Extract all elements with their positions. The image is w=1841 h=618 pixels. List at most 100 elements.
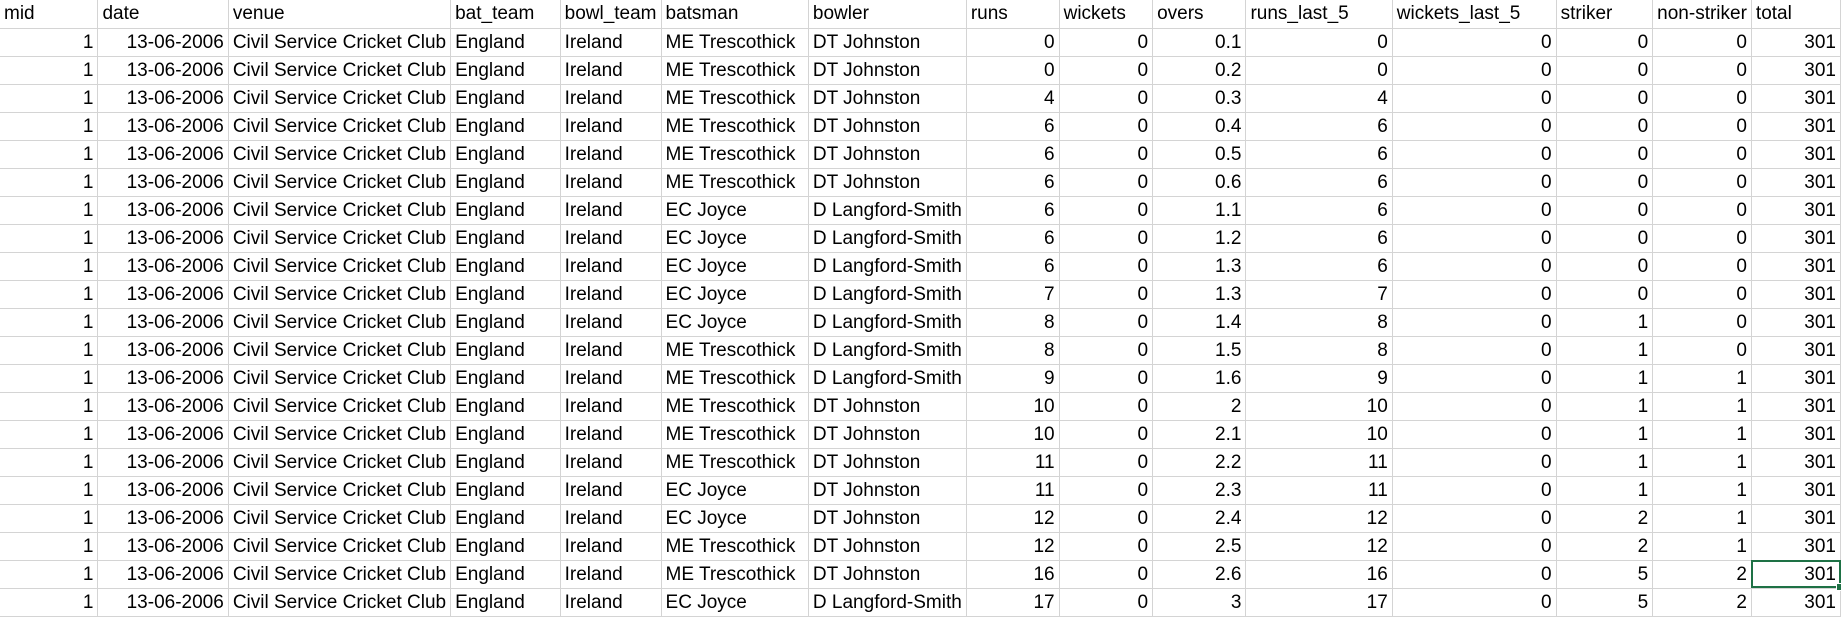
cell-wickets_last_5[interactable]: 0 — [1392, 364, 1557, 393]
cell-runs_last_5[interactable]: 6 — [1245, 112, 1393, 141]
cell-bowl_team[interactable]: Ireland — [560, 28, 662, 57]
cell-runs_last_5[interactable]: 6 — [1245, 168, 1393, 197]
cell-total[interactable]: 301 — [1751, 28, 1841, 57]
cell-batsman[interactable]: EC Joyce — [661, 308, 809, 337]
cell-bowler[interactable]: D Langford-Smith — [808, 196, 967, 225]
cell-total[interactable]: 301 — [1751, 308, 1841, 337]
cell-bat_team[interactable]: England — [450, 308, 561, 337]
header-cell-bat_team[interactable]: bat_team — [450, 0, 561, 29]
cell-wickets[interactable]: 0 — [1059, 532, 1154, 561]
cell-mid[interactable]: 1 — [0, 560, 99, 589]
cell-batsman[interactable]: ME Trescothick — [661, 420, 809, 449]
cell-batsman[interactable]: EC Joyce — [661, 476, 809, 505]
cell-overs[interactable]: 0.4 — [1152, 112, 1247, 141]
cell-non-striker[interactable]: 1 — [1652, 364, 1752, 393]
cell-total[interactable]: 301 — [1751, 476, 1841, 505]
cell-runs_last_5[interactable]: 0 — [1245, 56, 1393, 85]
cell-non-striker[interactable]: 0 — [1652, 308, 1752, 337]
cell-non-striker[interactable]: 0 — [1652, 196, 1752, 225]
header-cell-runs[interactable]: runs — [966, 0, 1060, 29]
cell-bowl_team[interactable]: Ireland — [560, 196, 662, 225]
cell-runs_last_5[interactable]: 10 — [1245, 420, 1393, 449]
header-cell-striker[interactable]: striker — [1556, 0, 1654, 29]
header-cell-overs[interactable]: overs — [1152, 0, 1247, 29]
cell-striker[interactable]: 0 — [1556, 280, 1654, 309]
cell-total[interactable]: 301 — [1751, 420, 1841, 449]
cell-runs[interactable]: 12 — [966, 504, 1060, 533]
fill-handle[interactable] — [1835, 583, 1841, 591]
cell-runs[interactable]: 9 — [966, 364, 1060, 393]
cell-total[interactable]: 301 — [1751, 448, 1841, 477]
cell-mid[interactable]: 1 — [0, 168, 99, 197]
cell-total[interactable]: 301 — [1751, 224, 1841, 253]
cell-bat_team[interactable]: England — [450, 252, 561, 281]
cell-venue[interactable]: Civil Service Cricket Club — [228, 84, 452, 113]
cell-mid[interactable]: 1 — [0, 420, 99, 449]
cell-non-striker[interactable]: 1 — [1652, 392, 1752, 421]
cell-bowl_team[interactable]: Ireland — [560, 224, 662, 253]
cell-venue[interactable]: Civil Service Cricket Club — [228, 224, 452, 253]
cell-bowler[interactable]: D Langford-Smith — [808, 588, 967, 617]
cell-striker[interactable]: 1 — [1556, 420, 1654, 449]
cell-wickets[interactable]: 0 — [1059, 588, 1154, 617]
cell-bat_team[interactable]: England — [450, 168, 561, 197]
cell-non-striker[interactable]: 0 — [1652, 168, 1752, 197]
cell-venue[interactable]: Civil Service Cricket Club — [228, 560, 452, 589]
cell-bat_team[interactable]: England — [450, 448, 561, 477]
cell-runs[interactable]: 11 — [966, 476, 1060, 505]
cell-batsman[interactable]: EC Joyce — [661, 280, 809, 309]
cell-non-striker[interactable]: 0 — [1652, 112, 1752, 141]
cell-bat_team[interactable]: England — [450, 588, 561, 617]
cell-batsman[interactable]: EC Joyce — [661, 252, 809, 281]
cell-bat_team[interactable]: England — [450, 420, 561, 449]
cell-striker[interactable]: 1 — [1556, 448, 1654, 477]
cell-wickets_last_5[interactable]: 0 — [1392, 532, 1557, 561]
cell-wickets_last_5[interactable]: 0 — [1392, 140, 1557, 169]
cell-runs_last_5[interactable]: 7 — [1245, 280, 1393, 309]
cell-runs_last_5[interactable]: 6 — [1245, 224, 1393, 253]
cell-striker[interactable]: 0 — [1556, 112, 1654, 141]
cell-wickets_last_5[interactable]: 0 — [1392, 56, 1557, 85]
cell-wickets_last_5[interactable]: 0 — [1392, 112, 1557, 141]
cell-runs[interactable]: 0 — [966, 56, 1060, 85]
cell-striker[interactable]: 1 — [1556, 364, 1654, 393]
cell-venue[interactable]: Civil Service Cricket Club — [228, 504, 452, 533]
cell-wickets_last_5[interactable]: 0 — [1392, 476, 1557, 505]
cell-non-striker[interactable]: 2 — [1652, 588, 1752, 617]
active-cell[interactable]: 301 — [1751, 560, 1841, 589]
cell-wickets[interactable]: 0 — [1059, 504, 1154, 533]
cell-wickets[interactable]: 0 — [1059, 112, 1154, 141]
cell-bowl_team[interactable]: Ireland — [560, 140, 662, 169]
cell-batsman[interactable]: ME Trescothick — [661, 28, 809, 57]
cell-mid[interactable]: 1 — [0, 308, 99, 337]
cell-date[interactable]: 13-06-2006 — [97, 196, 229, 225]
cell-runs[interactable]: 10 — [966, 392, 1060, 421]
cell-runs[interactable]: 6 — [966, 168, 1060, 197]
cell-mid[interactable]: 1 — [0, 112, 99, 141]
cell-overs[interactable]: 2.6 — [1152, 560, 1247, 589]
cell-bat_team[interactable]: England — [450, 336, 561, 365]
cell-wickets[interactable]: 0 — [1059, 476, 1154, 505]
header-cell-venue[interactable]: venue — [228, 0, 452, 29]
cell-overs[interactable]: 0.6 — [1152, 168, 1247, 197]
cell-runs[interactable]: 11 — [966, 448, 1060, 477]
cell-venue[interactable]: Civil Service Cricket Club — [228, 448, 452, 477]
cell-bat_team[interactable]: England — [450, 84, 561, 113]
cell-overs[interactable]: 0.2 — [1152, 56, 1247, 85]
cell-runs[interactable]: 0 — [966, 28, 1060, 57]
header-cell-mid[interactable]: mid — [0, 0, 99, 29]
cell-bat_team[interactable]: England — [450, 140, 561, 169]
cell-date[interactable]: 13-06-2006 — [97, 280, 229, 309]
cell-bowl_team[interactable]: Ireland — [560, 336, 662, 365]
cell-wickets_last_5[interactable]: 0 — [1392, 224, 1557, 253]
cell-overs[interactable]: 2.3 — [1152, 476, 1247, 505]
cell-date[interactable]: 13-06-2006 — [97, 336, 229, 365]
header-cell-wickets[interactable]: wickets — [1059, 0, 1154, 29]
header-cell-bowler[interactable]: bowler — [808, 0, 967, 29]
cell-venue[interactable]: Civil Service Cricket Club — [228, 364, 452, 393]
cell-bat_team[interactable]: England — [450, 532, 561, 561]
cell-batsman[interactable]: ME Trescothick — [661, 392, 809, 421]
cell-wickets[interactable]: 0 — [1059, 280, 1154, 309]
cell-date[interactable]: 13-06-2006 — [97, 392, 229, 421]
